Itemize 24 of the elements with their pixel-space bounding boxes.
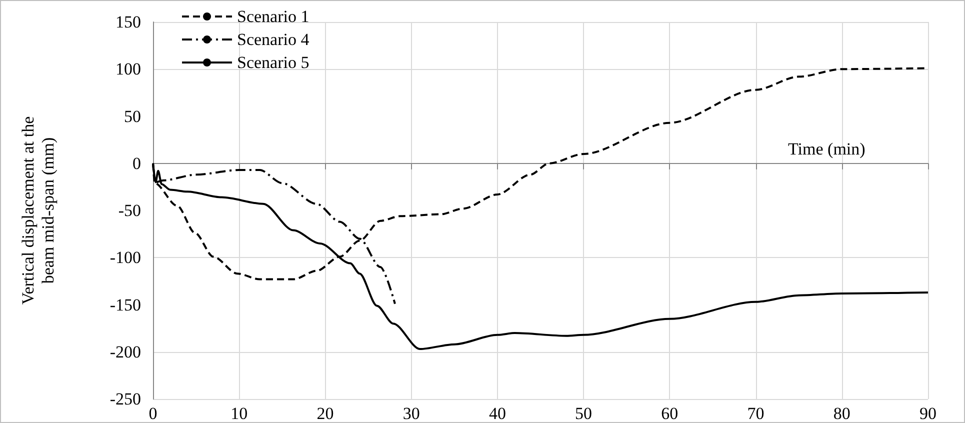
- x-tick-label: 70: [747, 404, 764, 423]
- y-tick-label: -200: [110, 342, 141, 362]
- legend-label: Scenario 4: [237, 30, 310, 49]
- x-tick-label: 40: [488, 404, 506, 423]
- legend-label: Scenario 5: [237, 53, 310, 72]
- x-tick-label: 80: [833, 404, 850, 423]
- x-axis-title: Time (min): [788, 139, 866, 158]
- x-tick-label: 60: [661, 404, 678, 423]
- y-tick-label: -100: [110, 248, 141, 268]
- y-axis-title: Vertical displacement at the beam mid-span (mm): [18, 116, 58, 305]
- y-tick-label: -250: [110, 390, 141, 408]
- x-tick-label: 50: [575, 404, 592, 423]
- y-tick-label: 0: [132, 154, 141, 173]
- y-tick-label: -50: [118, 201, 141, 220]
- x-tick-label: 20: [316, 404, 334, 423]
- x-tick-label: 90: [920, 404, 936, 423]
- legend-label: Scenario 1: [237, 7, 310, 26]
- y-tick-label: 150: [116, 12, 141, 32]
- y-tick-label: 50: [124, 106, 141, 126]
- y-tick-label: -150: [110, 295, 141, 314]
- y-tick-label: 100: [116, 60, 141, 79]
- x-tick-label: 10: [230, 404, 248, 423]
- x-tick-label: 30: [402, 404, 420, 423]
- x-tick-label: 0: [148, 404, 158, 423]
